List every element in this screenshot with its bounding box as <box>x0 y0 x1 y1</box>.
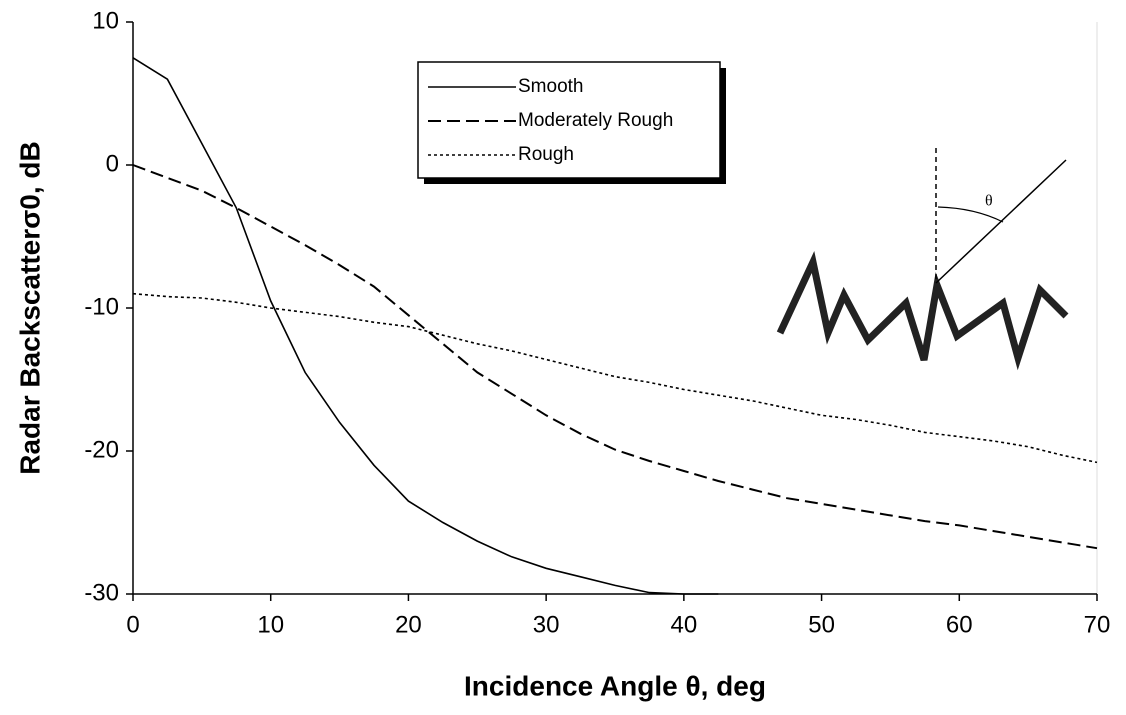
series-line <box>132 292 1098 464</box>
angle-arc <box>937 206 1004 223</box>
y-tick-label: -10 <box>84 293 119 320</box>
legend-label: Smooth <box>518 76 583 97</box>
x-tick-label: 60 <box>946 611 973 638</box>
x-tick-label: 0 <box>126 611 139 638</box>
legend-label: Rough <box>518 144 574 165</box>
y-tick-label: -30 <box>84 579 119 606</box>
y-tick-label: -20 <box>84 436 119 463</box>
y-tick-label: 0 <box>106 150 119 177</box>
x-tick-label: 40 <box>671 611 698 638</box>
x-axis-title: Incidence Angle θ, deg <box>464 670 766 701</box>
inset-diagram: θ <box>776 148 1069 371</box>
series-line <box>132 164 1098 550</box>
y-axis-title: Radar Backscatterσ0, dB <box>14 141 45 475</box>
series-line <box>132 57 719 595</box>
legend-label: Moderately Rough <box>518 110 673 131</box>
x-tick-label: 10 <box>257 611 284 638</box>
x-tick-label: 70 <box>1084 611 1111 638</box>
x-tick-label: 20 <box>395 611 422 638</box>
x-tick-label: 50 <box>808 611 835 638</box>
y-tick-label: 10 <box>92 7 119 34</box>
rough-surface <box>776 250 1069 371</box>
x-tick-label: 30 <box>533 611 560 638</box>
angle-label: θ <box>985 193 993 210</box>
